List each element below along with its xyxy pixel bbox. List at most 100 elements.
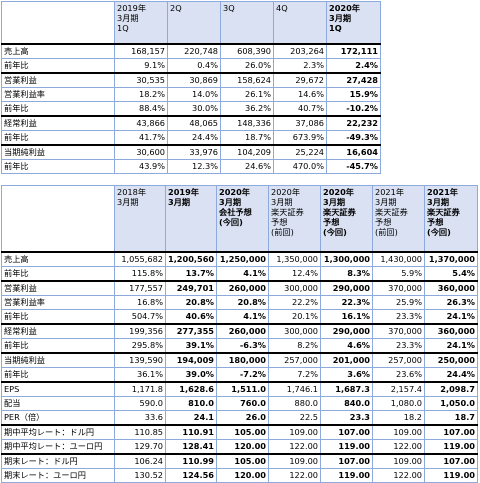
row-label: 前年比 xyxy=(1,130,115,146)
value-cell: 760.0 xyxy=(216,396,269,411)
value-cell: 2,157.4 xyxy=(372,381,425,397)
value-cell: 0.4% xyxy=(167,58,221,74)
value-cell: 1,055,682 xyxy=(114,251,166,267)
value-cell: 122.00 xyxy=(268,468,321,483)
row-label: 前年比 xyxy=(1,309,115,325)
value-cell: 8.2% xyxy=(268,338,321,354)
header-row: 2019年 3月期 1Q 2Q 3Q 4Q 2020年 3月期 1Q xyxy=(1,1,381,45)
value-cell: 24.6% xyxy=(220,159,274,174)
value-cell: 26.0% xyxy=(220,58,274,74)
row-label: PER（倍） xyxy=(1,410,115,426)
table-row: 期末レート：ユーロ円 130.52 124.56 120.00 122.00 119.00… xyxy=(1,468,478,483)
table-row: EPS 1,171.8 1,628.6 1,511.0 1,746.1 1,687.3 2,… xyxy=(1,381,478,397)
value-cell: 1,171.8 xyxy=(114,381,166,397)
value-cell: 24.1 xyxy=(165,410,217,426)
value-cell: 40.6% xyxy=(165,309,217,325)
value-cell: 36.1% xyxy=(114,367,166,383)
column-header: 2020年 3月期 楽天証券 予想 (今回) xyxy=(320,185,373,253)
table-row: 営業利益率 18.2% 14.0% 26.1% 14.6% 15.9% xyxy=(1,87,381,102)
value-cell: 23.3% xyxy=(372,338,425,354)
value-cell: 1,370,000 xyxy=(424,251,478,267)
row-label: EPS xyxy=(1,381,115,397)
table-row: 前年比 504.7% 40.6% 4.1% 20.1% 16.1% 23.3% 24.1% xyxy=(1,309,478,325)
value-cell: 24.4% xyxy=(167,130,221,146)
value-cell: 470.0% xyxy=(273,159,327,174)
row-label: 前年比 xyxy=(1,58,115,74)
value-cell: 194,009 xyxy=(165,352,217,368)
row-label: 期末レート：ユーロ円 xyxy=(1,468,115,483)
value-cell: 2.4% xyxy=(326,58,381,74)
value-cell: 119.00 xyxy=(424,468,478,483)
value-cell: 16.8% xyxy=(114,295,166,310)
value-cell: 177,557 xyxy=(114,280,166,296)
column-header: 2019年 3月期 xyxy=(165,185,217,253)
row-label: 経常利益 xyxy=(1,323,115,339)
row-label: 期中平均レート：ユーロ円 xyxy=(1,439,115,455)
value-cell: 30.0% xyxy=(167,101,221,117)
value-cell: 88.4% xyxy=(114,101,168,117)
table-row: 営業利益率 16.8% 20.8% 20.8% 22.2% 22.3% 25.9% 26.3% xyxy=(1,295,478,310)
value-cell: 220,748 xyxy=(167,43,221,59)
table-row: 経常利益 199,356 277,355 260,000 300,000 290,000 3… xyxy=(1,323,478,339)
value-cell: 107.00 xyxy=(424,424,478,440)
value-cell: 3.6% xyxy=(320,367,373,383)
value-cell: 673.9% xyxy=(273,130,327,146)
row-label: 前年比 xyxy=(1,266,115,282)
value-cell: 148,336 xyxy=(220,115,274,131)
corner-cell xyxy=(1,1,115,45)
value-cell: -10.2% xyxy=(326,101,381,117)
value-cell: 880.0 xyxy=(268,396,321,411)
value-cell: 110.99 xyxy=(165,453,217,469)
value-cell: 249,701 xyxy=(165,280,217,296)
value-cell: 39.1% xyxy=(165,338,217,354)
value-cell: 257,000 xyxy=(268,352,321,368)
table-row: 期末レート：ドル円 106.24 110.99 105.00 109.00 107.00 1… xyxy=(1,453,478,469)
table-row: 売上高 168,157 220,748 608,390 203,264 172,111 xyxy=(1,43,381,59)
value-cell: 2,098.7 xyxy=(424,381,478,397)
value-cell: 48,065 xyxy=(167,115,221,131)
value-cell: 1,628.6 xyxy=(165,381,217,397)
value-cell: 260,000 xyxy=(216,280,269,296)
table-row: 期中平均レート：ドル円 110.85 110.91 105.00 109.00 107.0… xyxy=(1,424,478,440)
value-cell: 370,000 xyxy=(372,323,425,339)
value-cell: 12.4% xyxy=(268,266,321,282)
value-cell: 360,000 xyxy=(424,280,478,296)
table-row: 前年比 115.8% 13.7% 4.1% 12.4% 8.3% 5.9% 5.4% xyxy=(1,266,478,282)
header-row: 2018年 3月期 2019年 3月期 2020年 3月期 会社予想 (今回) 202… xyxy=(1,185,478,253)
value-cell: 109.00 xyxy=(372,424,425,440)
row-label: 営業利益率 xyxy=(1,295,115,310)
value-cell: 1,300,000 xyxy=(320,251,373,267)
value-cell: 13.7% xyxy=(165,266,217,282)
value-cell: 122.00 xyxy=(268,439,321,455)
value-cell: 15.9% xyxy=(326,87,381,102)
row-label: 前年比 xyxy=(1,159,115,174)
value-cell: 12.3% xyxy=(167,159,221,174)
value-cell: 119.00 xyxy=(424,439,478,455)
value-cell: 5.4% xyxy=(424,266,478,282)
value-cell: 14.6% xyxy=(273,87,327,102)
value-cell: 608,390 xyxy=(220,43,274,59)
value-cell: 109.00 xyxy=(268,424,321,440)
value-cell: 20.8% xyxy=(165,295,217,310)
value-cell: 18.2% xyxy=(114,87,168,102)
value-cell: 119.00 xyxy=(320,439,373,455)
value-cell: 22.3% xyxy=(320,295,373,310)
value-cell: 840.0 xyxy=(320,396,373,411)
value-cell: 122.00 xyxy=(372,439,425,455)
value-cell: 24.1% xyxy=(424,338,478,354)
value-cell: 39.0% xyxy=(165,367,217,383)
value-cell: 130.52 xyxy=(114,468,166,483)
table-row: 前年比 9.1% 0.4% 26.0% 2.3% 2.4% xyxy=(1,58,381,74)
value-cell: 4.6% xyxy=(320,338,373,354)
row-label: 期末レート：ドル円 xyxy=(1,453,115,469)
value-cell: 107.00 xyxy=(320,424,373,440)
value-cell: 43.9% xyxy=(114,159,168,174)
column-header: 2021年 3月期 楽天証券 予想 (前回) xyxy=(372,185,425,253)
value-cell: 18.2 xyxy=(372,410,425,426)
value-cell: 1,250,000 xyxy=(216,251,269,267)
value-cell: 199,356 xyxy=(114,323,166,339)
value-cell: 115.8% xyxy=(114,266,166,282)
value-cell: 122.00 xyxy=(372,468,425,483)
value-cell: 1,080.0 xyxy=(372,396,425,411)
row-label: 前年比 xyxy=(1,101,115,117)
